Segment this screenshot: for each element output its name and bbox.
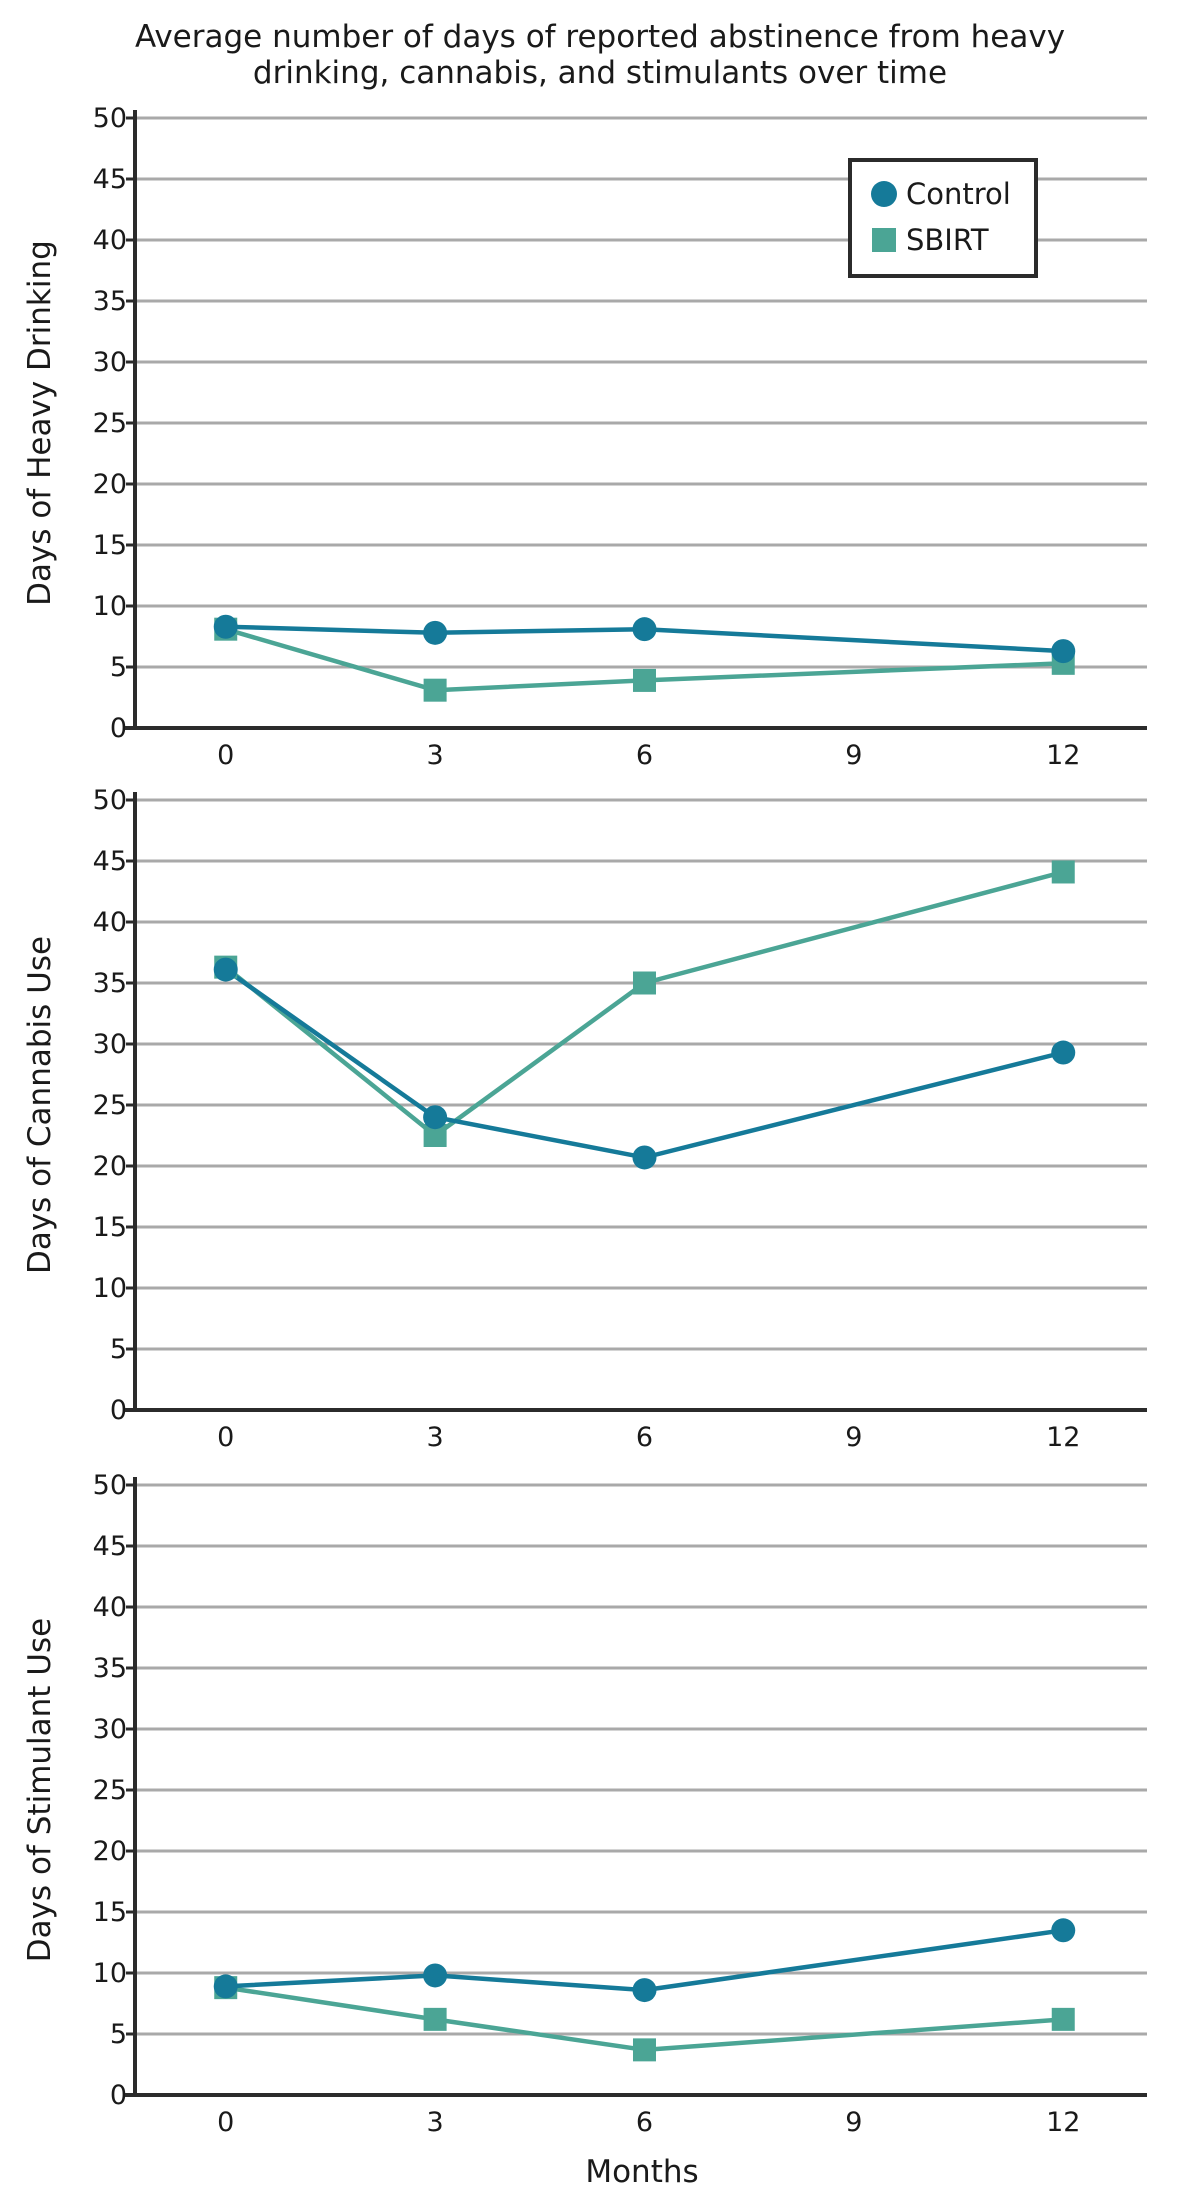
data-point-control xyxy=(213,614,238,639)
chart-panel-3: 0 5 10 15 20 25 30 35 40 45 50 0 3 6 9 12 Days of Stimul… xyxy=(22,1470,1147,2138)
y-tick-label: 30 xyxy=(93,1029,127,1060)
y-tick-label: 0 xyxy=(110,713,127,744)
x-tick-label: 12 xyxy=(1046,1422,1080,1453)
x-tick-label: 0 xyxy=(217,2107,234,2138)
x-tick-label: 6 xyxy=(636,740,653,771)
y-tick-label: 45 xyxy=(93,1531,127,1562)
x-tick-label: 12 xyxy=(1046,2107,1080,2138)
y-axis-title: Days of Cannabis Use xyxy=(22,936,58,1274)
y-tick-label: 20 xyxy=(93,1836,127,1867)
y-tick-label: 10 xyxy=(93,1958,127,1989)
y-tick-label: 0 xyxy=(110,1395,127,1426)
x-tick-label: 3 xyxy=(427,740,444,771)
x-tick-label: 3 xyxy=(427,1422,444,1453)
y-tick-label: 20 xyxy=(93,1151,127,1182)
legend-square-icon xyxy=(872,228,896,252)
data-point-sbirt xyxy=(423,2007,447,2031)
y-tick-label: 15 xyxy=(93,530,127,561)
y-tick-label: 10 xyxy=(93,591,127,622)
data-point-control xyxy=(423,1963,448,1988)
chart-title-line-2: drinking, cannabis, and stimulants over … xyxy=(253,55,947,91)
data-point-sbirt xyxy=(632,971,656,995)
data-point-control xyxy=(423,620,448,645)
y-axis-title: Days of Stimulant Use xyxy=(22,1618,58,1962)
y-tick-label: 45 xyxy=(93,846,127,877)
data-point-sbirt xyxy=(1051,860,1075,884)
series-line-sbirt xyxy=(224,869,1064,1138)
y-tick-label: 30 xyxy=(93,347,127,378)
data-point-sbirt xyxy=(423,1124,447,1147)
y-tick-label: 35 xyxy=(93,1653,127,1684)
y-tick-label: 50 xyxy=(93,1470,127,1501)
y-tick-label: 35 xyxy=(93,286,127,317)
x-tick-label: 0 xyxy=(217,1422,234,1453)
y-tick-label: 5 xyxy=(110,1334,127,1365)
x-tick-label: 0 xyxy=(217,740,234,771)
y-tick-label: 40 xyxy=(93,225,127,256)
y-tick-label: 10 xyxy=(93,1273,127,1304)
y-tick-label: 50 xyxy=(93,785,127,816)
legend-label: SBIRT xyxy=(906,223,989,257)
x-tick-label: 9 xyxy=(845,740,862,771)
chart-panel-1: 0 5 10 15 20 25 30 35 40 45 50 0 3 6 9 12 Days of Heavy … xyxy=(22,103,1147,771)
x-tick-label: 9 xyxy=(845,2107,862,2138)
data-point-sbirt xyxy=(632,2038,656,2062)
x-tick-label: 6 xyxy=(636,2107,653,2138)
y-tick-label: 25 xyxy=(93,1090,127,1121)
data-point-control xyxy=(1051,1040,1076,1065)
data-point-control xyxy=(632,1978,657,2003)
x-axis-title: Months xyxy=(585,2154,698,2190)
x-tick-label: 12 xyxy=(1046,740,1080,771)
data-point-sbirt xyxy=(1051,2007,1075,2031)
data-point-control xyxy=(632,1145,657,1170)
chart-panel-2: 0 5 10 15 20 25 30 35 40 45 50 0 3 6 9 12 Days of Cannab… xyxy=(22,785,1147,1453)
data-point-control xyxy=(213,1974,238,1999)
x-tick-label: 3 xyxy=(427,2107,444,2138)
data-point-sbirt xyxy=(632,668,656,692)
y-tick-label: 35 xyxy=(93,968,127,999)
y-tick-label: 25 xyxy=(93,1775,127,1806)
y-tick-label: 25 xyxy=(93,408,127,439)
y-tick-label: 45 xyxy=(93,164,127,195)
y-tick-label: 20 xyxy=(93,469,127,500)
y-tick-label: 15 xyxy=(93,1212,127,1243)
y-tick-label: 40 xyxy=(93,1592,127,1623)
y-tick-label: 50 xyxy=(93,103,127,134)
series-line-control xyxy=(224,967,1064,1160)
y-axis-title: Days of Heavy Drinking xyxy=(22,240,58,606)
data-point-control xyxy=(1051,1918,1076,1943)
series-line-control xyxy=(225,1928,1064,1993)
series-line-control xyxy=(225,624,1064,654)
series-line-sbirt xyxy=(225,1985,1064,2053)
y-tick-label: 5 xyxy=(110,652,127,683)
y-tick-label: 5 xyxy=(110,2019,127,2050)
data-point-control xyxy=(632,617,657,642)
y-tick-label: 40 xyxy=(93,907,127,938)
y-tick-label: 30 xyxy=(93,1714,127,1745)
legend-label: Control xyxy=(906,177,1011,211)
legend-box xyxy=(848,158,1038,278)
legend-circle-icon xyxy=(871,181,897,207)
data-point-control xyxy=(213,957,238,982)
x-tick-label: 9 xyxy=(845,1422,862,1453)
y-tick-label: 15 xyxy=(93,1897,127,1928)
series-line-sbirt xyxy=(225,627,1064,693)
y-tick-label: 0 xyxy=(110,2080,127,2111)
x-tick-label: 6 xyxy=(636,1422,653,1453)
data-point-sbirt xyxy=(423,678,447,702)
legend: Control SBIRT xyxy=(848,158,1038,278)
data-point-control xyxy=(423,1105,448,1130)
data-point-control xyxy=(1051,639,1076,664)
chart-title-line-1: Average number of days of reported absti… xyxy=(135,19,1065,55)
